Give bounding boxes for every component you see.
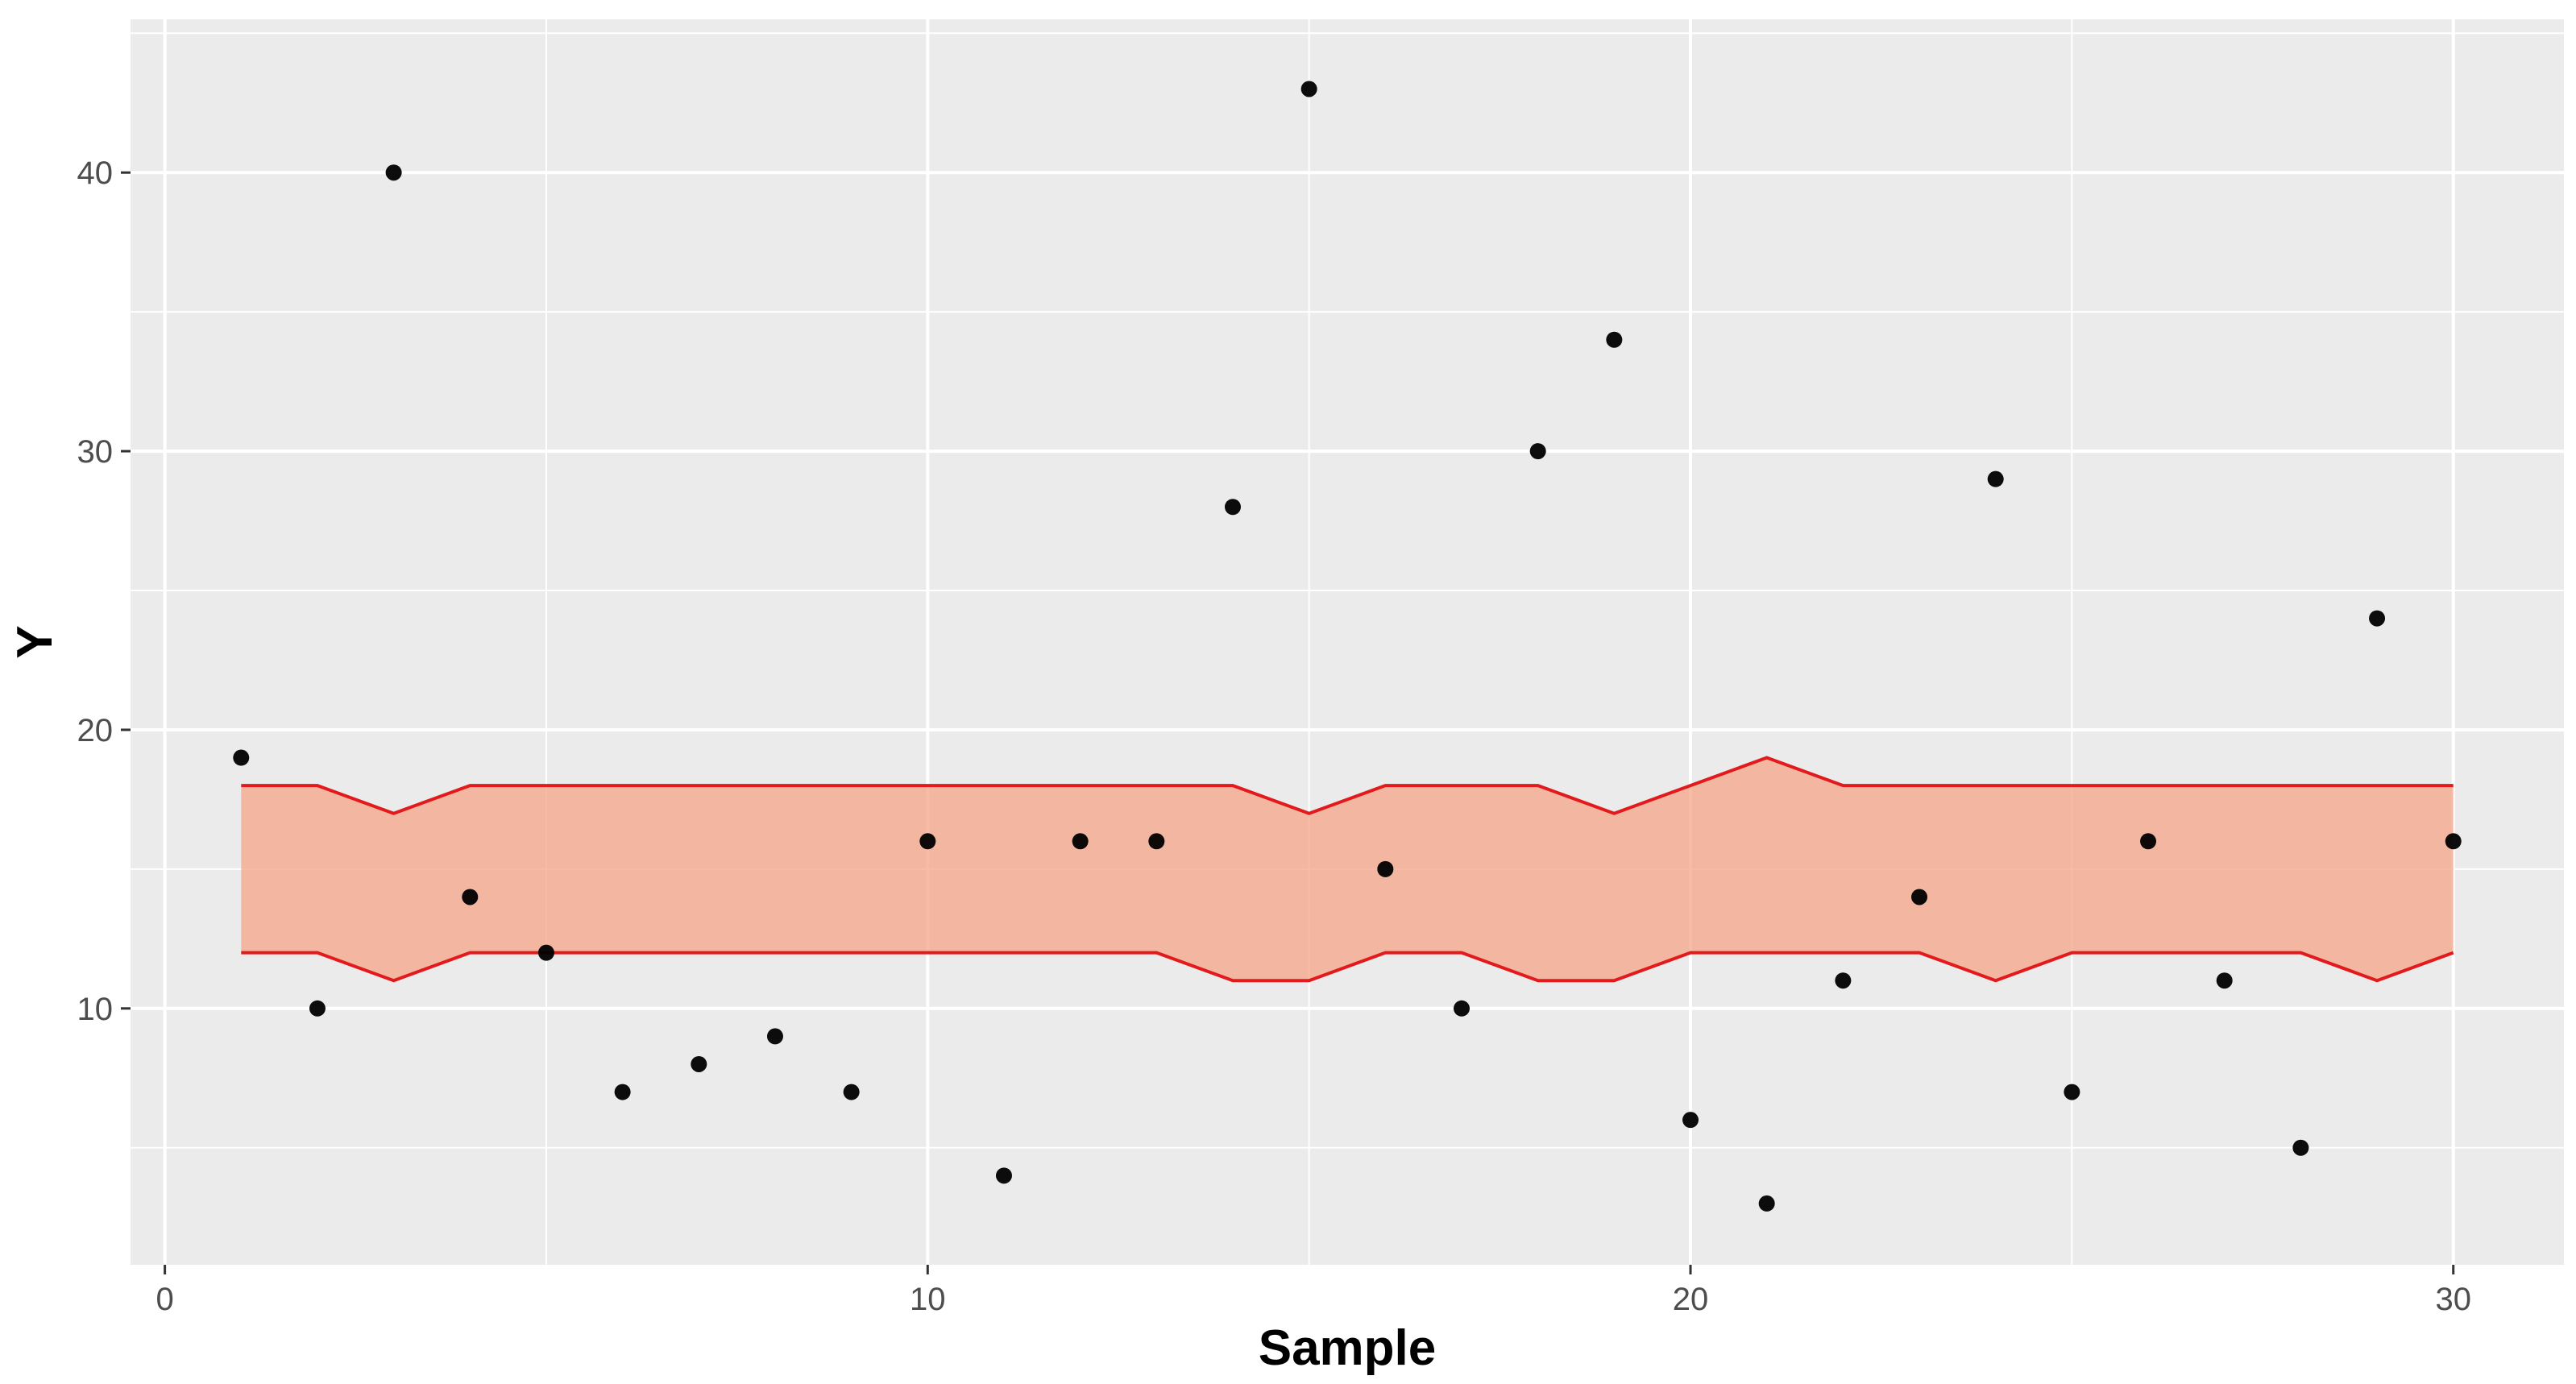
confidence-band: [241, 757, 2454, 981]
data-point: [1377, 860, 1394, 877]
data-point: [2140, 833, 2157, 850]
data-points: [233, 81, 2462, 1212]
y-axis-ticks: 10 20 30 40: [77, 155, 131, 1027]
data-point: [919, 833, 936, 850]
data-point: [1682, 1112, 1699, 1129]
data-point: [1072, 833, 1089, 850]
data-point: [385, 164, 402, 181]
data-point: [2445, 833, 2462, 850]
data-point: [1758, 1195, 1775, 1212]
data-point: [691, 1055, 707, 1072]
x-tick-label: 10: [910, 1282, 946, 1317]
data-point: [2064, 1084, 2080, 1100]
data-point: [995, 1167, 1012, 1184]
plot-panel: [131, 19, 2564, 1265]
data-point: [2216, 972, 2233, 989]
data-point: [1987, 470, 2004, 487]
data-point: [1606, 331, 1623, 348]
data-point: [2292, 1139, 2309, 1156]
data-point: [1529, 443, 1546, 460]
band-lower-line: [241, 951, 2454, 983]
x-axis-ticks: 0 10 20 30: [156, 1265, 2471, 1317]
x-tick-label: 20: [1673, 1282, 1709, 1317]
data-point: [1911, 889, 1928, 905]
data-point: [1148, 833, 1165, 850]
data-point: [309, 1000, 326, 1017]
y-axis-title: Y: [7, 625, 63, 658]
data-point: [614, 1084, 631, 1100]
data-point: [537, 944, 554, 961]
data-point: [462, 889, 479, 905]
data-point: [1224, 499, 1241, 516]
y-tick-label: 40: [77, 155, 114, 191]
y-tick-label: 10: [77, 992, 114, 1027]
data-point: [1835, 972, 1852, 989]
data-point: [233, 749, 250, 766]
grid-major: [131, 19, 2564, 1265]
x-axis-title: Sample: [1259, 1320, 1437, 1376]
y-tick-label: 30: [77, 434, 114, 470]
y-tick-label: 20: [77, 713, 114, 748]
data-point: [766, 1028, 783, 1045]
x-tick-label: 0: [156, 1282, 173, 1317]
data-point: [1300, 81, 1317, 97]
data-point: [2369, 610, 2386, 627]
data-point: [843, 1084, 860, 1100]
band-upper-line: [241, 756, 2454, 815]
data-point: [1454, 1000, 1471, 1017]
x-tick-label: 30: [2435, 1282, 2471, 1317]
